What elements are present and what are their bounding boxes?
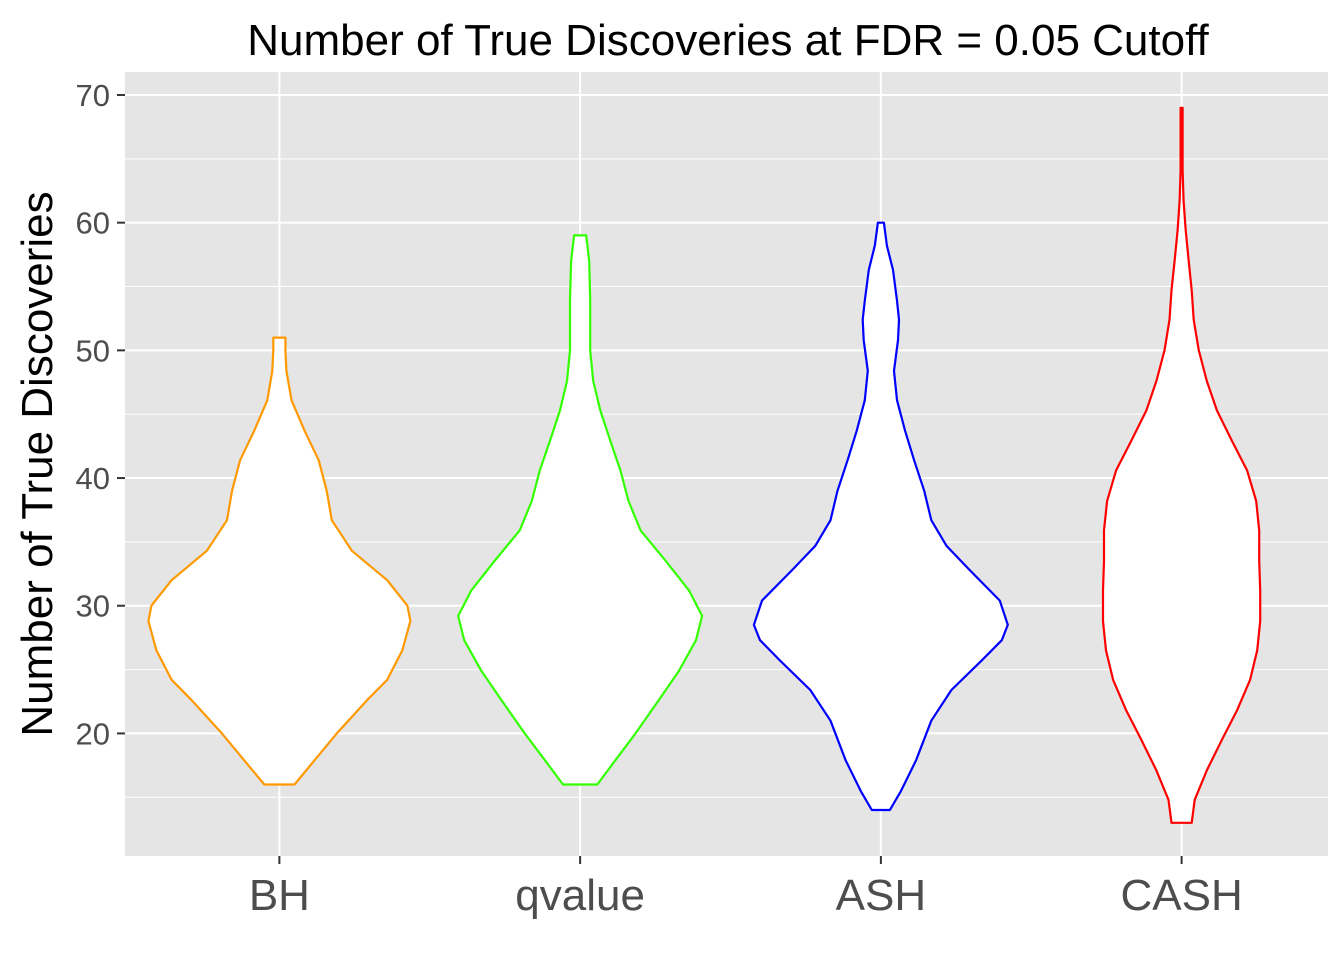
y-axis: 20 30 40 50 60 70: [76, 78, 125, 751]
x-tick-label: qvalue: [515, 871, 645, 920]
y-axis-label: Number of True Discoveries: [13, 191, 62, 736]
x-axis: BH qvalue ASH CASH: [249, 856, 1243, 920]
x-tick-label: CASH: [1121, 871, 1243, 920]
x-tick-label: BH: [249, 871, 310, 920]
violin-bh: [147, 336, 412, 786]
y-tick-label: 40: [76, 461, 110, 496]
y-tick-label: 20: [76, 716, 110, 751]
y-tick-label: 70: [76, 78, 110, 113]
y-tick-label: 30: [76, 589, 110, 624]
x-tick-label: ASH: [836, 871, 926, 920]
y-tick-label: 50: [76, 333, 110, 368]
violins: [147, 106, 1262, 824]
chart-title: Number of True Discoveries at FDR = 0.05…: [247, 16, 1209, 65]
violin-cash: [1101, 106, 1262, 824]
y-tick-label: 60: [76, 206, 110, 241]
violin-ash: [752, 221, 1009, 812]
violin-qvalue: [457, 234, 704, 786]
